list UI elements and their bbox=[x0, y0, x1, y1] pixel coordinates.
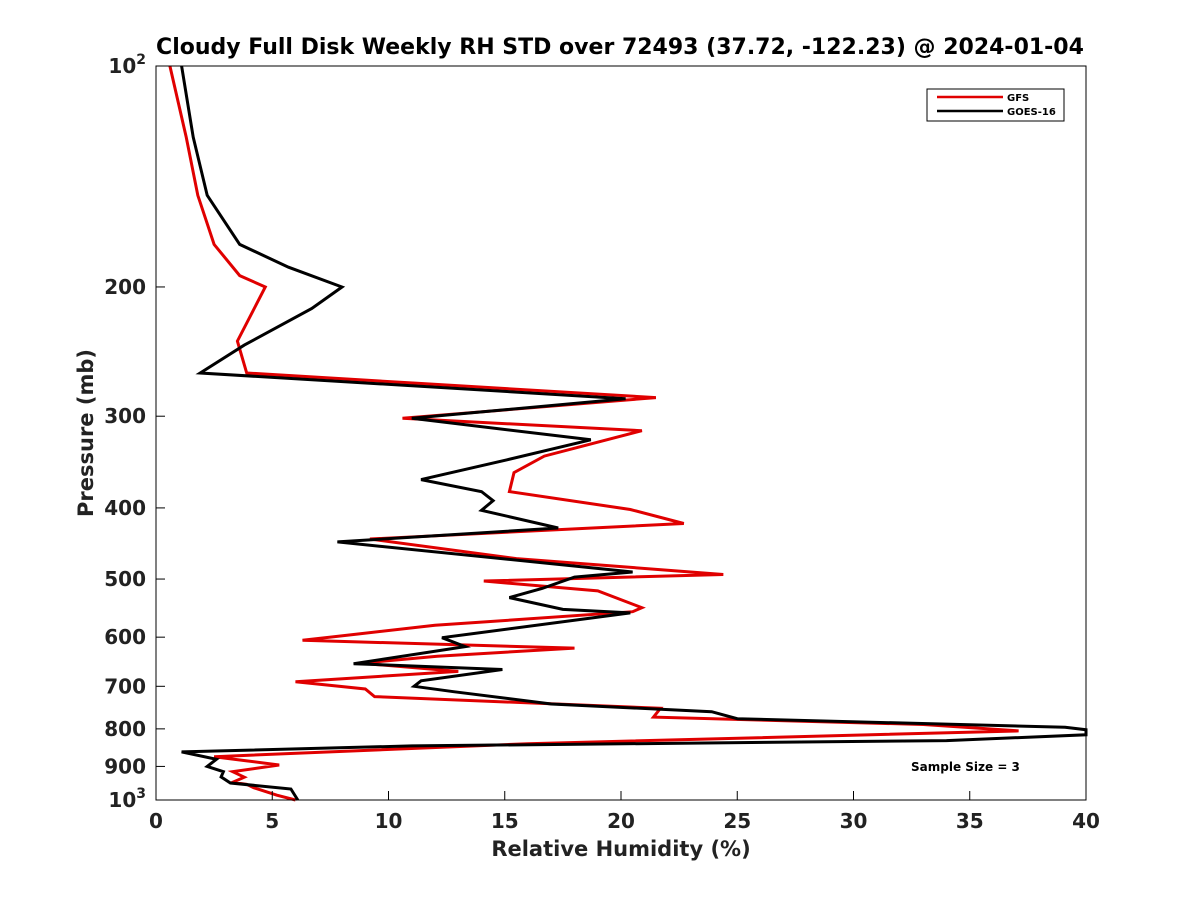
y-tick-label: 900 bbox=[104, 754, 146, 778]
x-tick-label: 35 bbox=[956, 809, 984, 833]
x-axis-label: Relative Humidity (%) bbox=[491, 837, 750, 861]
x-tick-label: 5 bbox=[265, 809, 279, 833]
chart-title: Cloudy Full Disk Weekly RH STD over 7249… bbox=[156, 35, 1084, 60]
plot-series-layer bbox=[168, 65, 1088, 802]
x-axis-ticks: 0 5 10 15 20 25 30 35 40 bbox=[149, 791, 1100, 833]
series-line-gfs bbox=[168, 65, 1019, 802]
y-tick-label: 600 bbox=[104, 625, 146, 649]
y-tick-label: 103 bbox=[108, 786, 146, 812]
y-tick-label: 400 bbox=[104, 496, 146, 520]
legend-label-goes16: GOES-16 bbox=[1007, 107, 1056, 118]
series-line-goes16 bbox=[180, 65, 1088, 801]
x-tick-label: 0 bbox=[149, 809, 163, 833]
legend-box bbox=[926, 88, 1065, 122]
x-tick-label: 20 bbox=[607, 809, 635, 833]
x-tick-label: 40 bbox=[1072, 809, 1100, 833]
legend-label-gfs: GFS bbox=[1007, 93, 1029, 104]
y-tick-label: 700 bbox=[104, 674, 146, 698]
y-axis-label: Pressure (mb) bbox=[74, 349, 98, 517]
x-tick-label: 30 bbox=[840, 809, 868, 833]
y-tick-label: 300 bbox=[104, 404, 146, 428]
plot-axes-frame bbox=[155, 65, 1087, 801]
sample-size-annotation: Sample Size = 3 bbox=[911, 760, 1020, 774]
x-tick-label: 25 bbox=[723, 809, 751, 833]
y-tick-label: 102 bbox=[108, 52, 146, 78]
chart-legend: GFS GOES-16 bbox=[926, 88, 1065, 122]
y-tick-label: 500 bbox=[104, 567, 146, 591]
y-tick-label: 800 bbox=[104, 717, 146, 741]
y-tick-label: 200 bbox=[104, 275, 146, 299]
x-tick-label: 10 bbox=[375, 809, 403, 833]
x-tick-label: 15 bbox=[491, 809, 519, 833]
